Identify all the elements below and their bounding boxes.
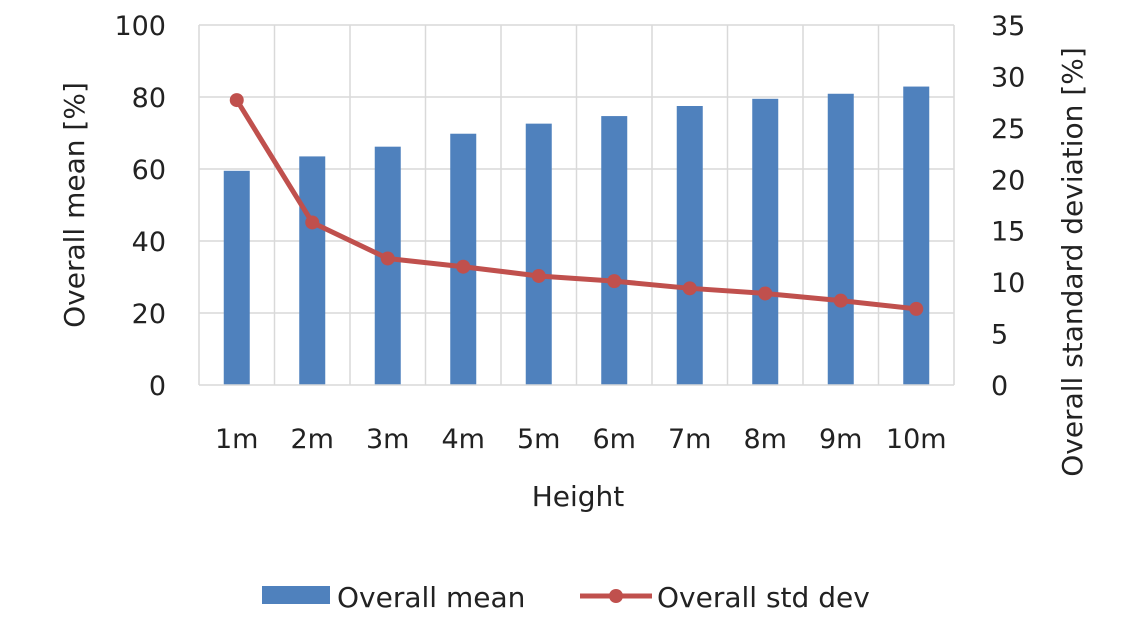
data-point [305, 215, 320, 230]
legend: Overall mean Overall std dev [262, 581, 870, 614]
y2-tick-label: 0 [991, 371, 1008, 402]
bar [450, 133, 477, 385]
legend-label-overall-std-dev: Overall std dev [657, 581, 870, 614]
data-point [229, 93, 244, 108]
data-point [833, 293, 848, 308]
data-point [531, 268, 546, 283]
x-axis-title: Height [532, 480, 625, 513]
y2-tick-label: 5 [991, 320, 1008, 351]
bar [903, 86, 930, 385]
data-point [607, 274, 622, 289]
x-tick-label: 9m [819, 424, 862, 455]
y-tick-label: 40 [132, 227, 166, 258]
y2-tick-label: 30 [991, 62, 1025, 93]
bar [525, 123, 552, 385]
x-tick-label: 5m [517, 424, 560, 455]
bar [299, 156, 326, 385]
bar [676, 106, 703, 385]
y2-axis-title: Overall standard deviation [%] [1056, 47, 1089, 477]
bar [374, 146, 401, 385]
y-tick-label: 80 [132, 83, 166, 114]
y2-tick-label: 10 [991, 268, 1025, 299]
y-tick-label: 100 [114, 11, 166, 42]
x-tick-label: 7m [668, 424, 711, 455]
axes: 0 20 40 60 80 100 0 5 10 15 20 25 30 35 1m 2m 3m 4m 5m 6m 7m… [114, 11, 1025, 455]
x-tick-label: 8m [744, 424, 787, 455]
y-tick-label: 20 [132, 299, 166, 330]
x-tick-label: 1m [215, 424, 258, 455]
std-dev-line [234, 98, 917, 312]
y-tick-label: 0 [149, 371, 166, 402]
line-series [229, 93, 924, 316]
x-tick-label: 2m [291, 424, 334, 455]
y2-tick-label: 20 [991, 165, 1025, 196]
bar [827, 93, 854, 385]
y2-tick-label: 35 [991, 11, 1025, 42]
legend-marker-overall-std-dev [609, 589, 623, 603]
data-point [682, 281, 697, 296]
data-point [380, 251, 395, 266]
data-point [758, 286, 773, 301]
data-point [909, 301, 924, 316]
bar-series [223, 86, 930, 386]
bar [752, 98, 779, 386]
y2-tick-label: 15 [991, 217, 1025, 248]
legend-label-overall-mean: Overall mean [337, 581, 525, 614]
x-tick-label: 6m [593, 424, 636, 455]
y2-tick-label: 25 [991, 114, 1025, 145]
x-tick-label: 3m [366, 424, 409, 455]
x-tick-label: 10m [886, 424, 947, 455]
x-tick-label: 4m [442, 424, 485, 455]
bar [601, 116, 628, 385]
data-point [456, 259, 471, 274]
y-tick-label: 60 [132, 155, 166, 186]
legend-swatch-overall-mean [262, 586, 330, 604]
y-axis-title: Overall mean [%] [58, 82, 91, 328]
bar [223, 170, 250, 385]
